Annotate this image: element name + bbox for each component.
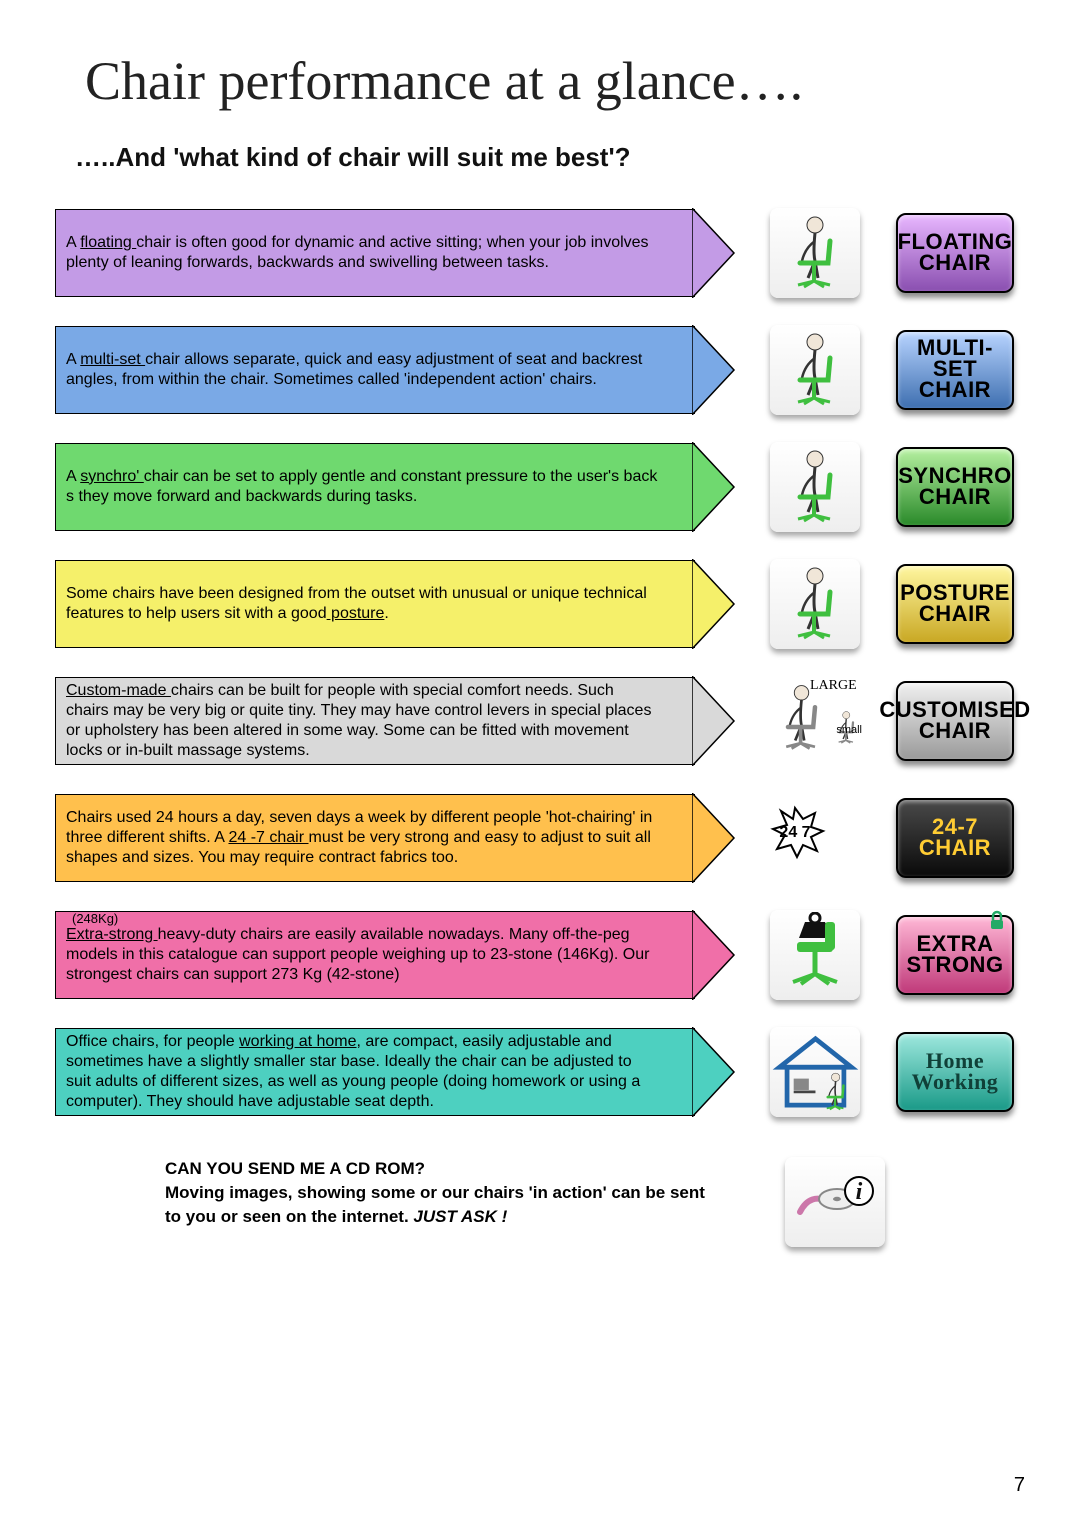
chair-type-row: A synchro' chair can be set to apply gen… [55,439,1025,534]
chair-type-row: Some chairs have been designed from the … [55,556,1025,651]
large-small-chair-icon: LARGE small [760,676,870,766]
callout-box: Custom-made chairs can be built for peop… [55,677,695,765]
sun-moon-247-icon: 24 7 [760,793,870,883]
arrow-icon [692,442,736,531]
weight-note: (248Kg) [72,911,118,927]
callout-box: A synchro' chair can be set to apply gen… [55,443,695,531]
arrow-icon [692,325,736,414]
callout-text-post: . [384,605,388,622]
chair-type-row: A floating chair is often good for dynam… [55,205,1025,300]
callout-link[interactable]: 24 -7 chair [228,829,308,846]
person-floating-chair-icon [770,208,860,298]
person-synchro-chair-icon [770,442,860,532]
svg-text:24 7: 24 7 [779,824,810,841]
chair-type-rows: A floating chair is often good for dynam… [55,205,1025,1119]
callout-box: A floating chair is often good for dynam… [55,209,695,297]
page-title: Chair performance at a glance…. [85,50,1025,112]
callout-box: Chairs used 24 hours a day, seven days a… [55,794,695,882]
arrow-icon [692,1027,736,1116]
callout-link[interactable]: floating [80,234,136,251]
house-desk-icon [770,1027,860,1117]
badge-line2: CHAIR [919,487,991,508]
page-number: 7 [1014,1474,1025,1497]
chair-type-badge[interactable]: FLOATINGCHAIR [896,213,1014,293]
badge-line2: CHAIR [919,253,991,274]
callout-box: (248Kg)Extra-strong heavy-duty chairs ar… [55,911,695,999]
callout-link[interactable]: Extra-strong [66,926,158,943]
chair-type-row: (248Kg)Extra-strong heavy-duty chairs ar… [55,907,1025,1002]
callout-text-post: chair can be set to apply gentle and con… [66,468,657,505]
arrow-icon [692,910,736,999]
badge-line2: CHAIR [919,604,991,625]
page-subtitle: …..And 'what kind of chair will suit me … [75,142,1025,173]
svg-text:i: i [856,1179,863,1205]
callout-text-post: chair is often good for dynamic and acti… [66,234,649,271]
chair-type-badge[interactable]: POSTURECHAIR [896,564,1014,644]
cdrom-footer: CAN YOU SEND ME A CD ROM? Moving images,… [55,1157,1025,1247]
chair-type-badge[interactable]: MULTI-SETCHAIR [896,330,1014,410]
person-multiset-chair-icon [770,325,860,415]
callout-link[interactable]: Custom-made [66,682,171,699]
callout-link[interactable]: multi-set [80,351,145,368]
callout-text-pre: Office chairs, for people [66,1033,239,1050]
badge-line2: CHAIR [919,838,991,859]
arrow-icon [692,793,736,882]
chair-type-badge[interactable]: HomeWorking [896,1032,1014,1112]
chair-type-badge[interactable]: EXTRASTRONG [896,915,1014,995]
lock-icon [944,942,966,967]
callout-text-post: chair allows separate, quick and easy ad… [66,351,642,388]
callout-link[interactable]: working at home [239,1033,356,1050]
badge-line2: Working [912,1072,999,1093]
callout-text-pre: A [66,234,80,251]
cdrom-question: CAN YOU SEND ME A CD ROM? [165,1157,725,1181]
weight-chair-icon [770,910,860,1000]
arrow-icon [692,559,736,648]
cdrom-text: CAN YOU SEND ME A CD ROM? Moving images,… [165,1157,725,1228]
callout-box: A multi-set chair allows separate, quick… [55,326,695,414]
cd-info-icon: i [785,1157,885,1247]
person-posture-chair-icon [770,559,860,649]
badge-line2: CHAIR [919,721,991,742]
badge-line1: MULTI-SET [898,338,1012,380]
callout-text-pre: A [66,351,80,368]
arrow-icon [692,676,736,765]
cdrom-emphasis: JUST ASK ! [413,1207,507,1226]
arrow-icon [692,208,736,297]
chair-type-row: A multi-set chair allows separate, quick… [55,322,1025,417]
chair-type-row: Office chairs, for people working at hom… [55,1024,1025,1119]
callout-link[interactable]: synchro' [80,468,144,485]
chair-type-row: Custom-made chairs can be built for peop… [55,673,1025,768]
callout-link[interactable]: posture [327,605,385,622]
chair-type-badge[interactable]: CUSTOMISEDCHAIR [896,681,1014,761]
chair-type-badge[interactable]: 24-7CHAIR [896,798,1014,878]
chair-type-row: Chairs used 24 hours a day, seven days a… [55,790,1025,885]
chair-type-badge[interactable]: SYNCHROCHAIR [896,447,1014,527]
callout-box: Office chairs, for people working at hom… [55,1028,695,1116]
badge-line2: CHAIR [919,380,991,401]
callout-text-pre: A [66,468,80,485]
callout-box: Some chairs have been designed from the … [55,560,695,648]
